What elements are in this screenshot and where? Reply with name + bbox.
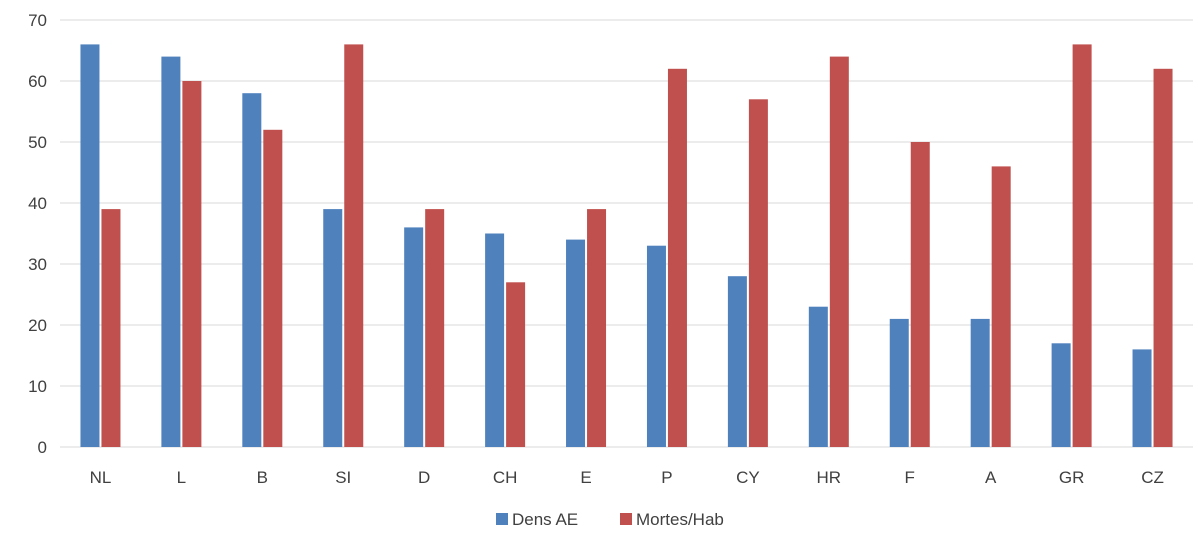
bar-dens-ae-nl [80,44,100,448]
bar-mortes-hab-nl [101,209,121,447]
x-tick-label: D [418,468,430,487]
legend-label: Dens AE [512,510,578,529]
legend-swatch [620,513,632,525]
bar-dens-ae-cy [727,276,747,447]
x-tick-label: L [177,468,186,487]
bar-dens-ae-cz [1132,349,1152,447]
bar-mortes-hab-l [182,81,202,447]
y-tick-label: 50 [28,133,47,152]
y-tick-label: 0 [38,438,47,457]
bar-dens-ae-l [161,56,181,447]
bar-dens-ae-gr [1051,343,1071,447]
x-tick-label: P [661,468,672,487]
gridlines [60,19,1193,448]
legend: Dens AE Mortes/Hab [496,510,724,529]
bar-dens-ae-a [970,318,990,447]
bar-mortes-hab-f [910,142,930,447]
bar-mortes-hab-e [587,209,607,447]
x-tick-label: NL [90,468,112,487]
x-tick-label: CZ [1141,468,1164,487]
bar-dens-ae-si [323,209,343,447]
x-tick-label: B [257,468,268,487]
bar-dens-ae-f [889,318,909,447]
legend-swatch [496,513,508,525]
y-tick-label: 70 [28,11,47,30]
bar-dens-ae-p [646,245,666,447]
bar-mortes-hab-a [991,166,1011,447]
bar-mortes-hab-si [344,44,364,448]
bar-mortes-hab-cy [748,99,768,448]
x-tick-label: CH [493,468,518,487]
x-tick-label: GR [1059,468,1085,487]
x-axis-ticks: NL L B SI D CH E P CY HR F A GR CZ [90,468,1164,487]
bar-mortes-hab-b [263,129,283,448]
y-tick-label: 10 [28,377,47,396]
bar-mortes-hab-p [667,68,687,448]
legend-label: Mortes/Hab [636,510,724,529]
bar-dens-ae-e [566,239,586,447]
x-tick-label: SI [335,468,351,487]
bar-dens-ae-ch [485,233,505,447]
x-tick-label: CY [736,468,760,487]
y-tick-label: 40 [28,194,47,213]
bar-mortes-hab-hr [829,56,849,447]
bar-dens-ae-b [242,93,262,447]
bar-dens-ae-d [404,227,424,447]
x-tick-label: F [905,468,915,487]
bar-mortes-hab-gr [1072,44,1092,448]
bar-mortes-hab-ch [506,282,526,447]
y-tick-label: 20 [28,316,47,335]
y-axis-ticks: 0 10 20 30 40 50 60 70 [28,11,47,457]
bar-mortes-hab-d [425,209,445,447]
x-tick-label: E [580,468,591,487]
bar-dens-ae-hr [808,306,828,447]
bars [80,44,1173,448]
y-tick-label: 30 [28,255,47,274]
y-tick-label: 60 [28,72,47,91]
bar-mortes-hab-cz [1153,68,1173,448]
x-tick-label: A [985,468,997,487]
x-tick-label: HR [817,468,842,487]
